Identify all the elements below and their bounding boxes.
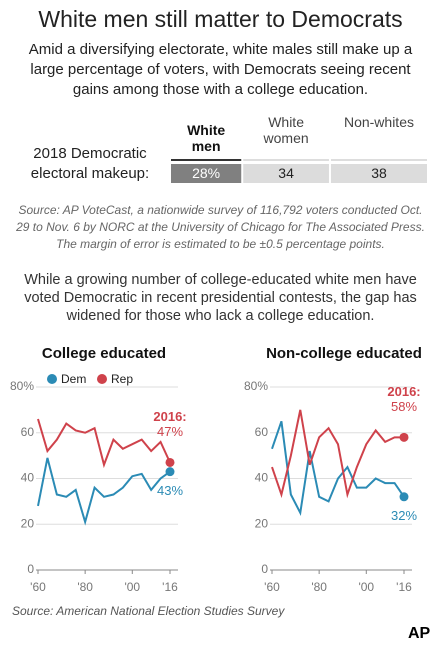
x-tick-label: '16 <box>396 580 412 594</box>
y-tick-label: 0 <box>261 562 268 576</box>
end-dot <box>165 457 175 467</box>
y-tick-label: 0 <box>27 562 34 576</box>
value-label: 58% <box>391 399 417 414</box>
intro: While a growing number of college-educat… <box>24 272 417 324</box>
y-tick-label: 40 <box>21 471 35 485</box>
chart-title: Non-college educated <box>266 345 422 362</box>
value-label: 47% <box>157 424 183 439</box>
y-tick-label: 80% <box>10 379 34 393</box>
logo: AP <box>408 625 431 642</box>
y-tick-label: 60 <box>255 425 269 439</box>
line <box>37 418 171 469</box>
x-tick-label: '80 <box>77 580 93 594</box>
bar-segment <box>171 164 242 183</box>
bar-segment <box>330 164 427 183</box>
subtitle: Amid a diversifying electorate, white ma… <box>28 41 413 98</box>
value-label: 32% <box>391 508 417 523</box>
x-tick-label: '60 <box>264 580 280 594</box>
x-tick-label: '00 <box>358 580 374 594</box>
segment-header: White men <box>187 122 226 154</box>
value-label: 38 <box>371 165 387 181</box>
title: White men still matter to Democrats <box>38 6 403 32</box>
x-tick-label: '16 <box>162 580 178 594</box>
bar-label: 2018 Democratic electoral makeup: <box>30 145 150 182</box>
end-dot <box>399 432 409 442</box>
legend-dot <box>47 374 57 384</box>
legend-label: Dem <box>61 372 86 386</box>
source-note: Source: AP VoteCast, a nationwide survey… <box>16 203 425 251</box>
y-tick-label: 20 <box>255 516 269 530</box>
annotation: 2016: <box>153 409 186 424</box>
annotation: 2016: <box>387 384 420 399</box>
legend-dot <box>97 374 107 384</box>
line <box>271 420 405 517</box>
segment-header: Non-whites <box>343 114 414 130</box>
x-tick-label: '80 <box>311 580 327 594</box>
bar-segment <box>243 164 329 183</box>
segment-header: White women <box>263 114 309 146</box>
y-tick-label: 40 <box>255 471 269 485</box>
y-tick-label: 20 <box>21 516 35 530</box>
value-label: 43% <box>157 483 183 498</box>
value-label: 28% <box>192 165 220 181</box>
chart-title: College educated <box>42 345 166 362</box>
legend-label: Rep <box>111 372 133 386</box>
line <box>37 457 171 526</box>
y-tick-label: 60 <box>21 425 35 439</box>
line <box>271 409 404 499</box>
end-dot <box>399 492 409 502</box>
source: Source: American National Election Studi… <box>12 604 285 618</box>
end-dot <box>165 467 175 477</box>
x-tick-label: '60 <box>30 580 46 594</box>
x-tick-label: '00 <box>124 580 140 594</box>
value-label: 34 <box>278 165 294 181</box>
y-tick-label: 80% <box>244 379 268 393</box>
